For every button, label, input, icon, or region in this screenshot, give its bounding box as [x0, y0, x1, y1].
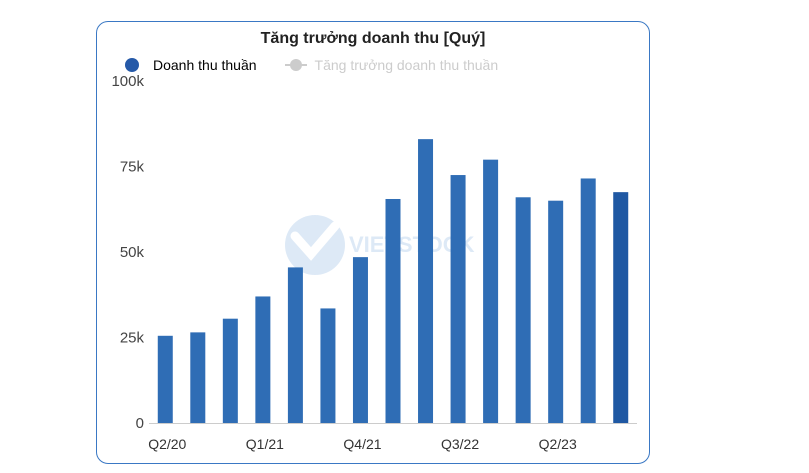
y-tick-label: 75k [120, 159, 145, 176]
legend-item-revenue[interactable]: Doanh thu thuần [125, 57, 257, 73]
legend-item-growth[interactable]: Tăng trưởng doanh thu thuần [284, 57, 499, 73]
bar-Q2-20[interactable] [157, 335, 173, 423]
watermark-logo: VIETSTOCK [285, 215, 475, 275]
x-tick-label: Q3/22 [441, 436, 479, 452]
y-tick-label: 50k [120, 244, 145, 261]
bar-Q4-20[interactable] [222, 318, 238, 423]
bar-Q4-21[interactable] [352, 257, 368, 423]
chart-card: Tăng trưởng doanh thu [Quý] Doanh thu th… [96, 21, 650, 464]
bar-Q3-20[interactable] [190, 332, 206, 423]
legend-label-revenue: Doanh thu thuần [153, 57, 257, 73]
chart-legend: Doanh thu thuần Tăng trưởng doanh thu th… [125, 56, 526, 74]
legend-dot-icon [125, 58, 139, 72]
x-tick-label: Q2/23 [539, 436, 577, 452]
bar-Q4-23[interactable] [613, 192, 629, 423]
chart-plot: VIETSTOCK 0 25k 50k 75k 100k Q2/20 Q1/21 Q4/21… [111, 73, 637, 452]
y-tick-label: 0 [136, 415, 144, 432]
x-tick-label: Q1/21 [246, 436, 284, 452]
bar-Q1-21[interactable] [255, 296, 271, 423]
y-tick-label: 25k [120, 330, 145, 347]
x-tick-label: Q2/20 [148, 436, 186, 452]
bar-Q3-23[interactable] [580, 178, 596, 423]
bar-Q4-22[interactable] [483, 159, 499, 423]
bar-Q3-22[interactable] [450, 175, 466, 423]
legend-label-growth: Tăng trưởng doanh thu thuần [314, 57, 499, 73]
y-tick-label: 100k [111, 73, 144, 90]
bar-Q2-23[interactable] [548, 200, 564, 423]
bar-Q2-21[interactable] [287, 267, 303, 423]
bar-Q1-23[interactable] [515, 197, 531, 423]
legend-line-marker-icon [284, 58, 307, 72]
chart-title: Tăng trưởng doanh thu [Quý] [260, 30, 486, 47]
x-tick-label: Q4/21 [343, 436, 381, 452]
bar-Q2-22[interactable] [418, 139, 434, 423]
bar-Q3-21[interactable] [320, 308, 336, 423]
bar-Q1-22[interactable] [385, 198, 401, 423]
